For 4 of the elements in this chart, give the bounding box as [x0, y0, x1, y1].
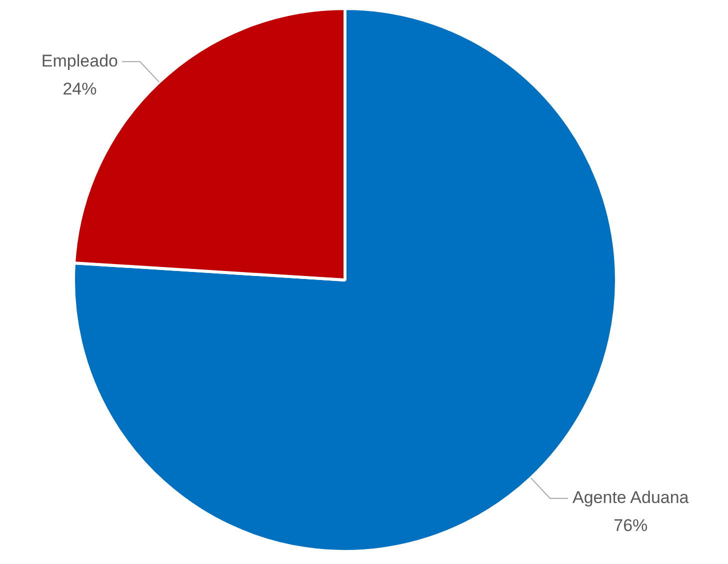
- data-label: 76%: [614, 516, 648, 536]
- data-label: 24%: [62, 79, 97, 98]
- slice-label: Agente Aduana: [572, 488, 690, 508]
- slice-label: Empleado: [41, 51, 118, 70]
